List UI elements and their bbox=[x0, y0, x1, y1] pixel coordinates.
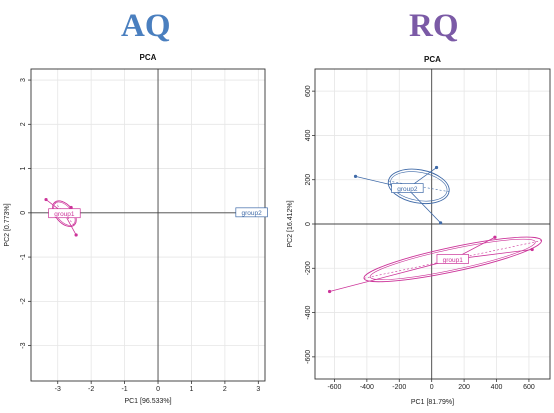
x-tick-label: -200 bbox=[392, 384, 406, 391]
data-point-group1 bbox=[493, 235, 497, 239]
data-point-group1 bbox=[327, 289, 332, 294]
x-tick-label: -400 bbox=[360, 384, 374, 391]
group-label-group1: group1 bbox=[54, 211, 75, 218]
data-point-group1 bbox=[69, 205, 73, 210]
confidence-ellipse-inner-group2 bbox=[390, 171, 448, 202]
x-tick-label: -600 bbox=[327, 384, 341, 391]
heading-aq: AQ bbox=[121, 8, 171, 44]
x-tick-label: -2 bbox=[88, 386, 94, 393]
aq-pca-chart: -3 -2 -1 0 1 2 3 -3 -2 -1 0 1 2 3 PCA PC1 [96.533%] PC2 … bbox=[4, 53, 268, 405]
y-tick-label: 1 bbox=[20, 167, 27, 171]
x-tick-label: 3 bbox=[256, 386, 260, 393]
ellipse-axis-group1 bbox=[54, 201, 75, 226]
data-point-group1 bbox=[530, 247, 534, 252]
y-tick-label: -600 bbox=[305, 350, 312, 364]
x-axis-label: PC1 [96.533%] bbox=[124, 398, 171, 405]
y-tick-label: 0 bbox=[20, 211, 27, 215]
x-tick-label: 600 bbox=[523, 384, 535, 391]
x-tick-label: -3 bbox=[55, 386, 61, 393]
y-tick-label: 3 bbox=[20, 78, 27, 82]
data-point-group2 bbox=[434, 165, 439, 170]
y-tick-label: 600 bbox=[305, 85, 312, 97]
series-group2: group2 bbox=[353, 165, 450, 225]
x-tick-label: 400 bbox=[491, 384, 503, 391]
y-tick-label: 200 bbox=[305, 174, 312, 186]
x-tick-label: 0 bbox=[430, 384, 434, 391]
group-label-group2: group2 bbox=[397, 186, 418, 193]
series-group1: group1 bbox=[327, 235, 543, 294]
y-tick-label: 2 bbox=[20, 122, 27, 126]
data-point-group2 bbox=[353, 174, 358, 178]
spoke-group2 bbox=[407, 188, 441, 224]
chart-title: PCA bbox=[424, 55, 441, 64]
group-label-box-group2 bbox=[391, 183, 424, 193]
series-group2: group2 bbox=[235, 207, 268, 218]
data-point-group1 bbox=[44, 197, 48, 202]
x-tick-label: 2 bbox=[223, 386, 227, 393]
y-tick-label: -3 bbox=[20, 342, 27, 348]
group-label-box-group2 bbox=[235, 207, 268, 218]
group-label-box-group1 bbox=[436, 254, 469, 264]
x-tick-label: 200 bbox=[458, 384, 470, 391]
y-axis-label: PC2 [16.412%] bbox=[287, 200, 294, 247]
x-axis-label: PC1 [81.79%] bbox=[411, 399, 454, 406]
data-point-group1 bbox=[74, 233, 78, 237]
rq-pca-chart: -600 -400 -200 0 200 400 600 -600 -400 -200 0 200 40… bbox=[287, 55, 551, 406]
x-tick-label: -1 bbox=[121, 386, 127, 393]
plot-frame bbox=[30, 68, 266, 382]
y-tick-label: -400 bbox=[305, 305, 312, 319]
spoke-group1 bbox=[329, 259, 453, 292]
y-tick-label: -2 bbox=[20, 298, 27, 304]
confidence-ellipse-inner-group1 bbox=[369, 238, 536, 280]
heading-rq: RQ bbox=[409, 8, 459, 44]
y-tick-label: 0 bbox=[305, 222, 312, 226]
y-axis-label: PC2 [0.773%] bbox=[4, 203, 11, 246]
group-label-group2: group2 bbox=[242, 210, 263, 217]
y-tick-label: -1 bbox=[20, 254, 27, 260]
chart-title: PCA bbox=[140, 53, 157, 62]
group-label-box-group1 bbox=[48, 208, 81, 219]
data-point-group2 bbox=[439, 221, 443, 225]
x-tick-label: 0 bbox=[156, 386, 160, 393]
y-tick-label: 400 bbox=[305, 129, 312, 141]
x-tick-label: 1 bbox=[190, 386, 194, 393]
series-group1: group1 bbox=[44, 197, 81, 237]
y-tick-label: -200 bbox=[305, 261, 312, 275]
group-label-group1: group1 bbox=[443, 257, 464, 264]
